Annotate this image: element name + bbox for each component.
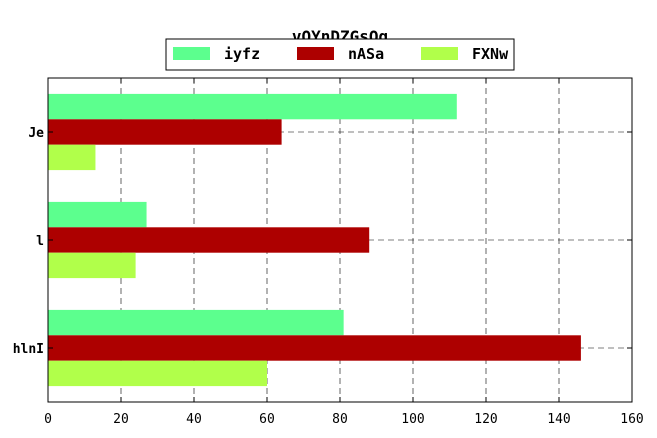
x-axis: 0 20 40 60 80 100 120 140 160	[44, 78, 644, 427]
x-tick-label: 80	[332, 412, 348, 427]
bar-iyfz-Je	[48, 93, 457, 120]
x-tick-label: 40	[186, 412, 202, 427]
bar-iyfz-hlnI	[48, 309, 344, 336]
x-tick-label: 60	[259, 412, 275, 427]
x-tick-label: 120	[474, 412, 497, 427]
y-tick-label: hlnI	[13, 342, 44, 357]
y-tick-label: Je	[28, 126, 44, 141]
legend-label-iyfz: iyfz	[224, 45, 260, 63]
bars	[48, 93, 581, 387]
bar-FXNw-l	[48, 252, 136, 279]
x-tick-label: 100	[401, 412, 424, 427]
bar-nASa-Je	[48, 119, 282, 145]
x-tick-label: 160	[620, 412, 643, 427]
x-tick-label: 20	[113, 412, 129, 427]
legend-box	[165, 38, 515, 71]
y-tick-label: l	[36, 234, 44, 249]
x-tick-label: 140	[547, 412, 570, 427]
legend-label-FXNw: FXNw	[472, 45, 509, 63]
bar-nASa-l	[48, 227, 370, 253]
legend-swatch-FXNw	[421, 47, 458, 60]
legend-label-nASa: nASa	[348, 45, 384, 63]
y-axis: hlnI l Je	[13, 126, 632, 357]
bar-FXNw-hlnI	[48, 360, 267, 387]
bar-iyfz-l	[48, 201, 147, 228]
bar-nASa-hlnI	[48, 335, 581, 361]
x-tick-label: 0	[44, 412, 52, 427]
legend-swatch-iyfz	[173, 47, 210, 60]
legend: iyfz nASa FXNw	[165, 38, 515, 71]
legend-swatch-nASa	[297, 47, 334, 60]
bar-FXNw-Je	[48, 144, 96, 171]
